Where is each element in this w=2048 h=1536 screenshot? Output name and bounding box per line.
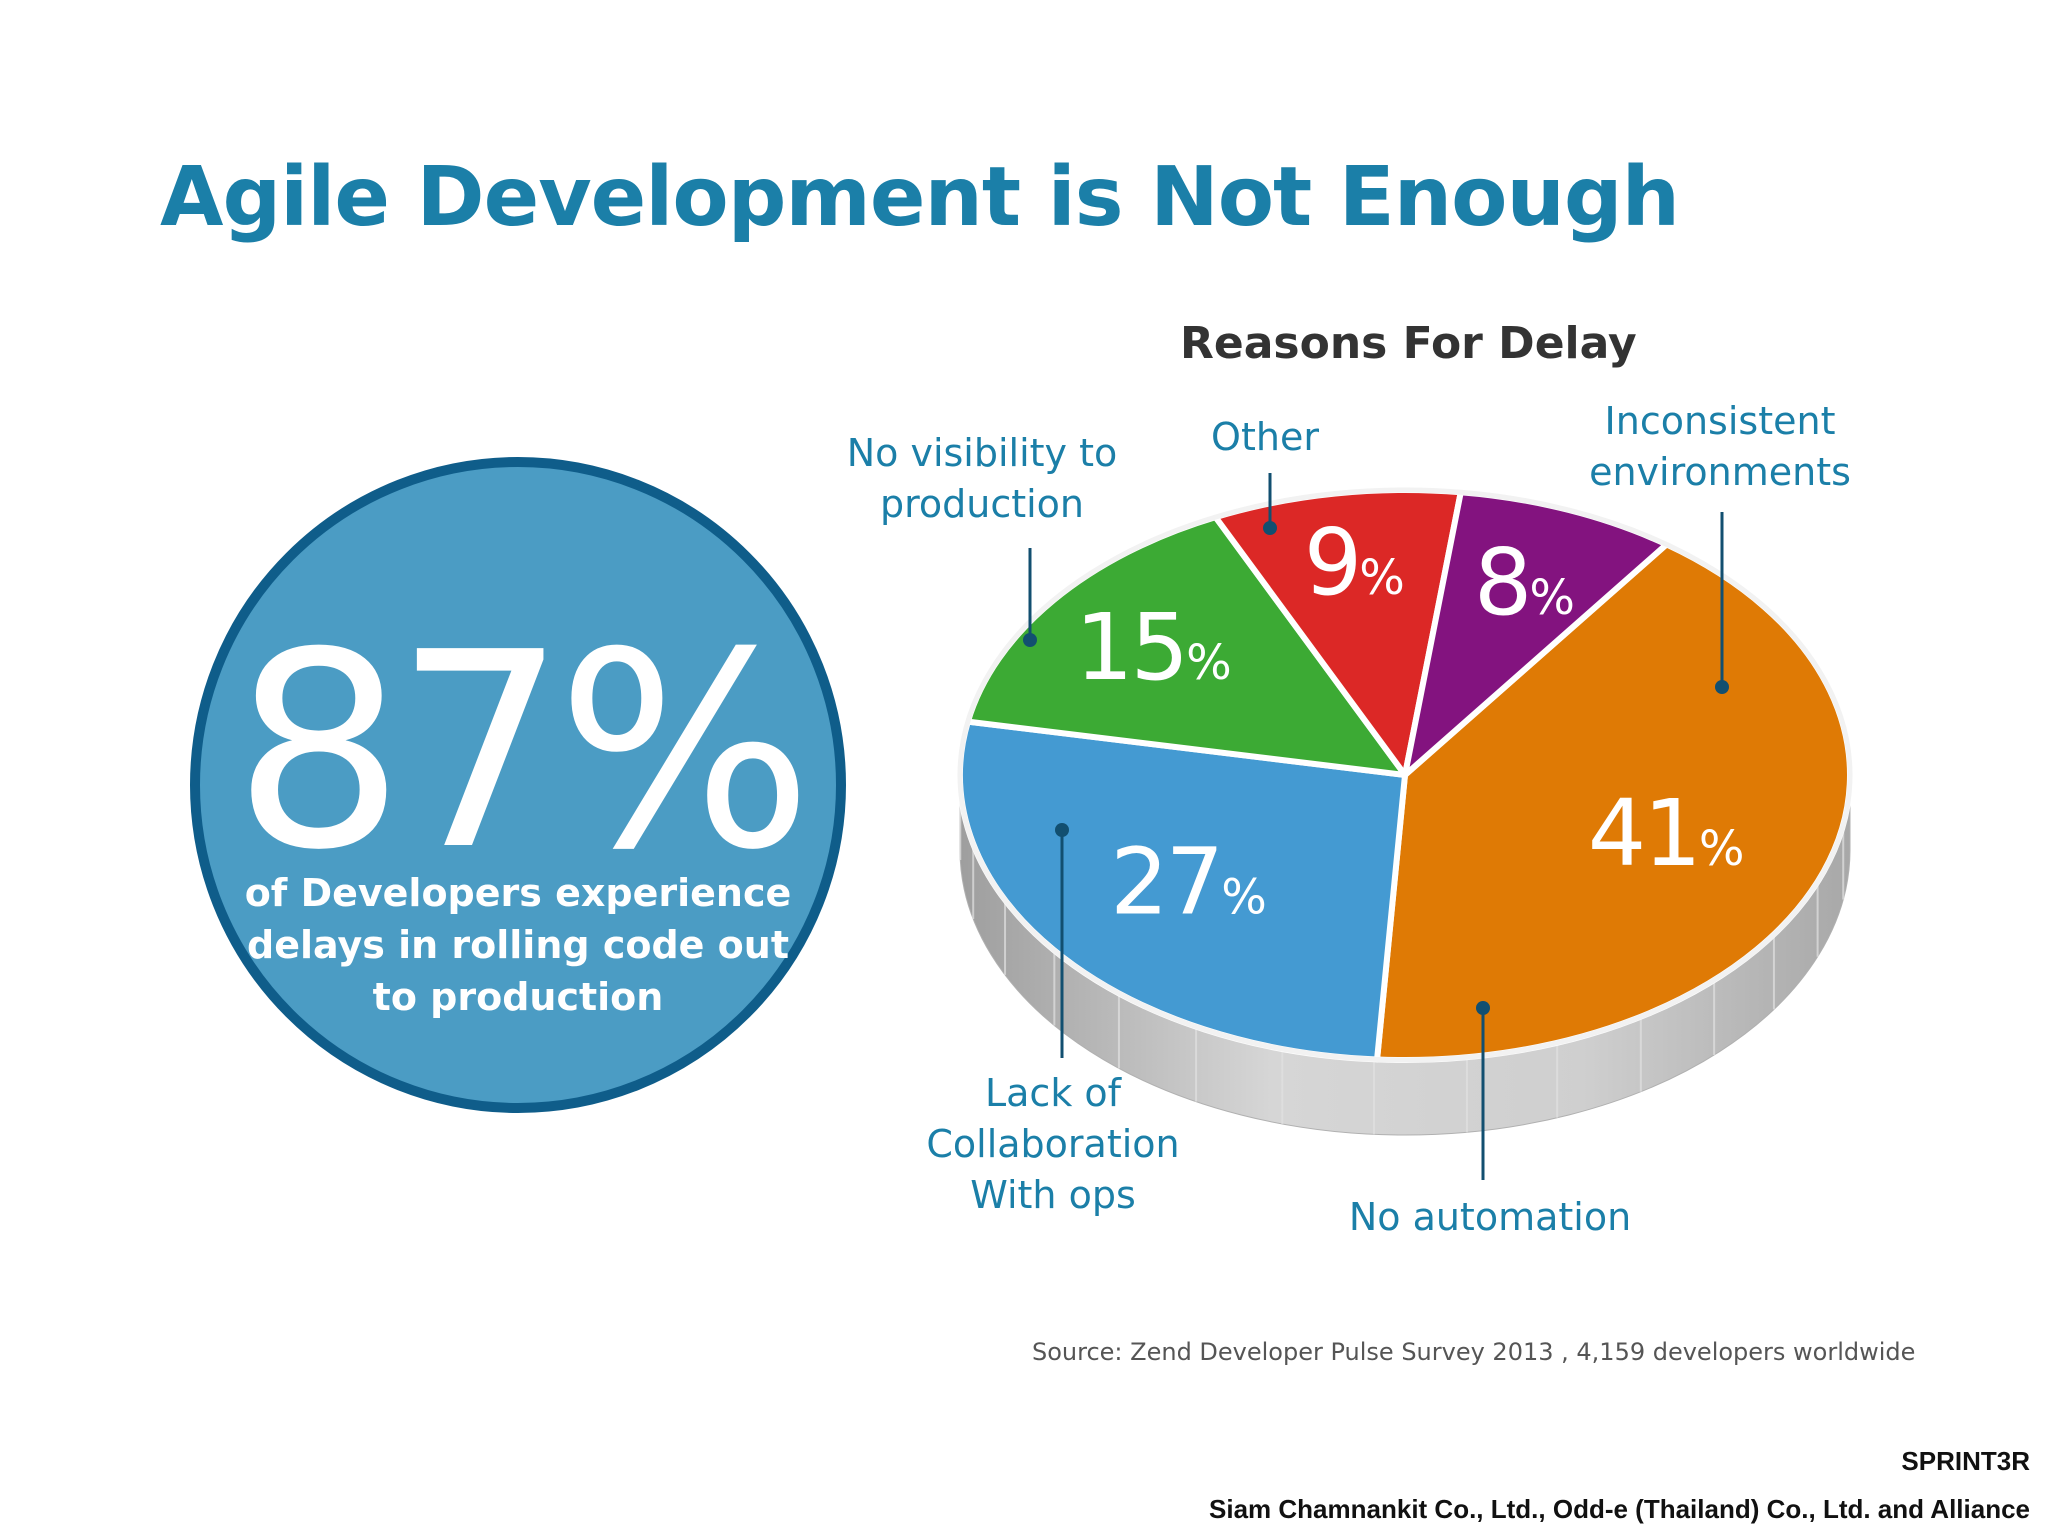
callout-dot-no-visibility-to-production <box>1023 633 1037 647</box>
callout-dot-no-automation <box>1476 1001 1490 1015</box>
stat-circle: 87% of Developers experience delays in r… <box>190 457 846 1113</box>
source-note: Source: Zend Developer Pulse Survey 2013… <box>1032 1338 1916 1366</box>
callout-dot-lack-of-collaboration-with-ops <box>1055 823 1069 837</box>
value-label-lack-of-collaboration-with-ops: 15% <box>1075 594 1229 701</box>
label-no-visibility: No visibility to production <box>846 431 1118 526</box>
label-lack-of-collaboration: Lack of Collaboration With ops <box>926 1071 1180 1217</box>
stat-value: 87% <box>232 594 813 909</box>
pie-rim <box>957 487 1853 1063</box>
label-inconsistent-environments: Inconsistent environments <box>1589 399 1851 494</box>
chart-title: Reasons For Delay <box>1180 318 1637 369</box>
brand-name: SPRINT3R <box>1901 1446 2030 1476</box>
slide-title: Agile Development is Not Enough <box>160 150 1680 245</box>
stat-caption: of Developers experience delays in rolli… <box>244 871 792 1019</box>
label-no-automation: No automation <box>1348 1195 1632 1239</box>
callout-dot-inconsistent-environments <box>1715 680 1729 694</box>
label-other: Other <box>1211 415 1319 459</box>
callout-dot-other <box>1263 521 1277 535</box>
footer-text: Siam Chamnankit Co., Ltd., Odd-e (Thaila… <box>1209 1494 2030 1524</box>
